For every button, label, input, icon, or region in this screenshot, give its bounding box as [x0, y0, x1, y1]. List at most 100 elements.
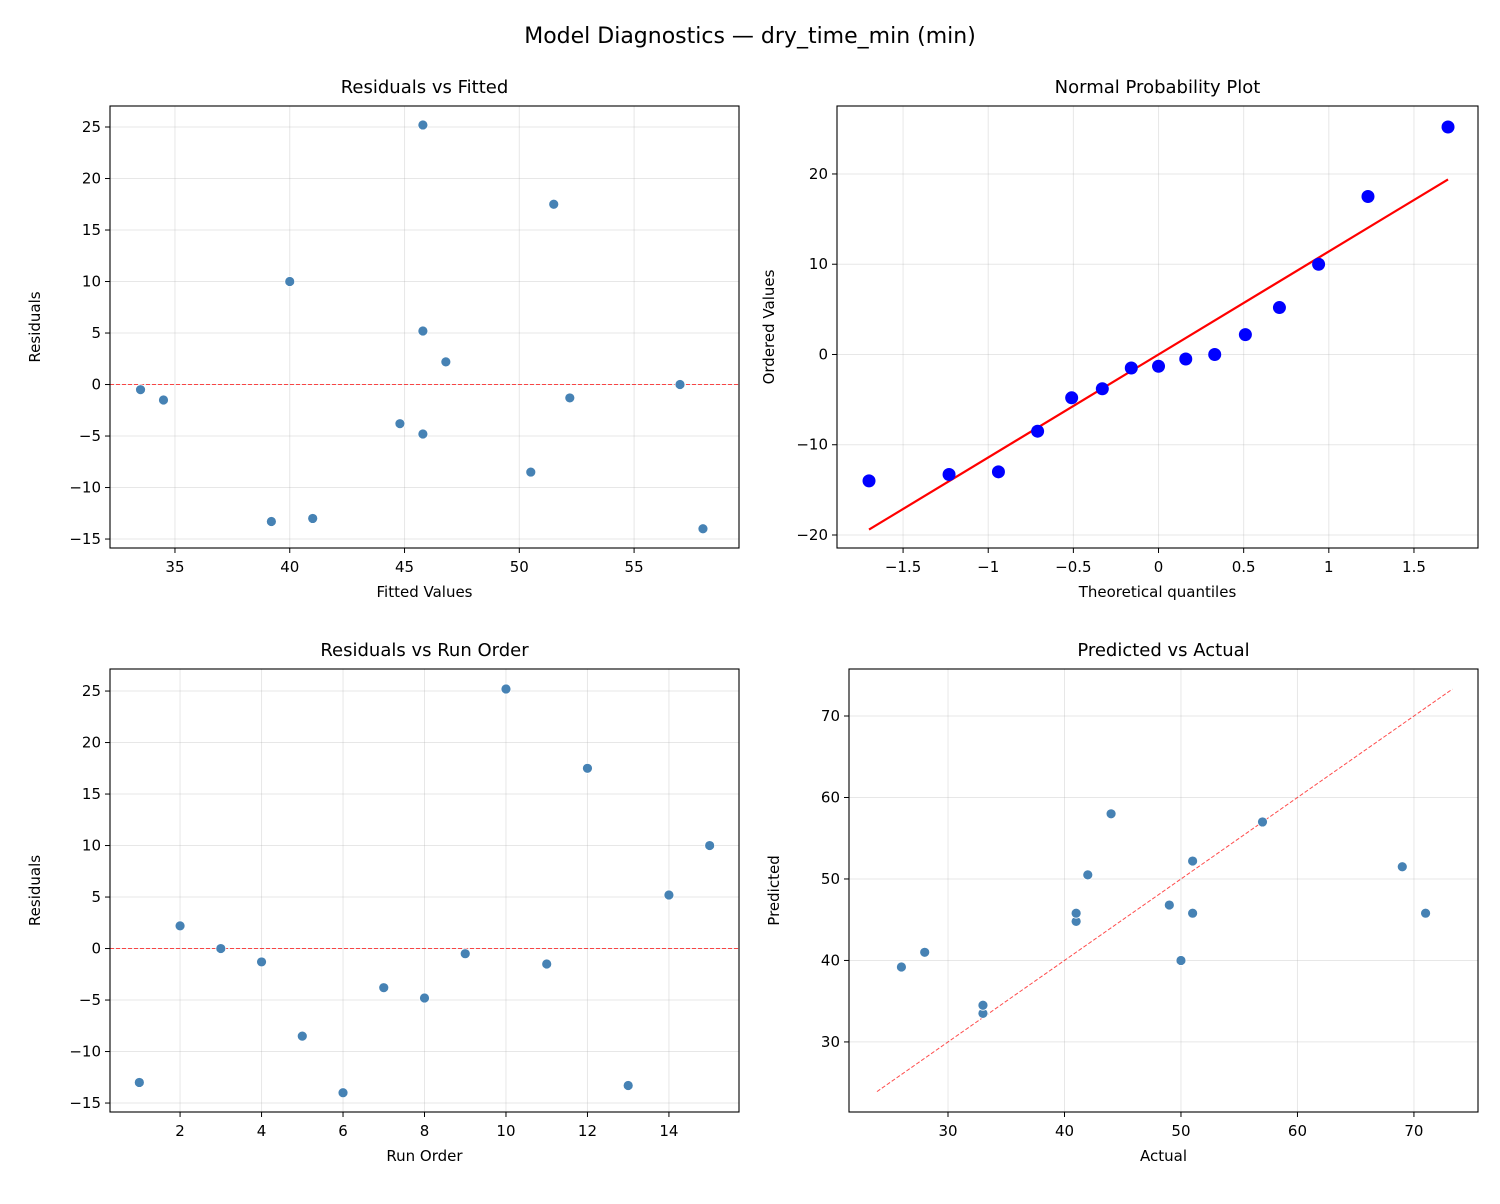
- identity-reference-line: [876, 688, 1453, 1093]
- data-point: [256, 956, 267, 968]
- data-point: [500, 683, 512, 695]
- x-tick-label: 10: [496, 1122, 515, 1140]
- data-point: [1179, 352, 1193, 366]
- y-tick-label: −5: [79, 991, 101, 1009]
- y-tick-label: 60: [821, 788, 840, 806]
- y-tick-label: 10: [809, 255, 828, 273]
- data-point: [1312, 257, 1326, 271]
- data-point: [1070, 907, 1082, 919]
- y-tick-label: 30: [821, 1033, 840, 1051]
- data-point: [337, 1087, 349, 1099]
- subplot-3: 2 4 6 8 10 12 14 −15 −10 −5 0 5 10 15 20 25 Residuals vs…: [26, 640, 740, 1165]
- axes-frame: [848, 668, 1479, 1113]
- data-point: [265, 516, 277, 527]
- subplot-4: 30 40 50 60 70 30 40 50 60 70 Predicted vs Actual A…: [765, 640, 1479, 1165]
- data-point: [378, 982, 390, 994]
- y-tick-label: −15: [69, 530, 101, 548]
- x-axis-label: Run Order: [386, 1147, 463, 1165]
- y-axis-label: Predicted: [765, 855, 783, 925]
- y-tick-label: −15: [69, 1094, 101, 1112]
- data-point: [1238, 328, 1252, 342]
- axes-frame: [109, 105, 740, 549]
- x-axis-label: Fitted Values: [377, 583, 473, 601]
- data-point: [919, 946, 931, 958]
- subplot-2: −1.5 −1 −0.5 0 0.5 1 1.5 −20 −10 0 10 20 Normal Prob…: [760, 77, 1479, 601]
- data-point: [541, 958, 553, 970]
- data-point: [419, 992, 430, 1004]
- y-tick-label: 15: [82, 785, 101, 803]
- y-tick-label: 20: [82, 170, 101, 188]
- y-tick-label: 70: [821, 707, 840, 725]
- y-tick-label: 50: [821, 870, 840, 888]
- x-tick-label: 8: [420, 1122, 430, 1140]
- data-point: [1105, 808, 1117, 820]
- data-point: [564, 392, 576, 404]
- x-tick-label: −1.5: [885, 558, 921, 576]
- data-point: [1095, 382, 1109, 396]
- x-tick-label: 12: [578, 1122, 597, 1140]
- y-tick-label: 25: [82, 118, 101, 136]
- x-tick-label: 1.5: [1402, 558, 1426, 576]
- suptitle: Model Diagnostics — dry_time_min (min): [524, 24, 976, 49]
- data-point: [459, 948, 471, 960]
- x-tick-label: 6: [338, 1122, 348, 1140]
- data-point: [215, 943, 227, 954]
- y-tick-label: 0: [818, 345, 828, 363]
- data-point: [991, 465, 1005, 479]
- data-point: [133, 1077, 145, 1088]
- y-tick-label: 5: [91, 888, 101, 906]
- subplot-title: Residuals vs Run Order: [320, 640, 529, 661]
- x-tick-label: −0.5: [1055, 558, 1091, 576]
- subplot-title: Residuals vs Fitted: [341, 77, 509, 98]
- data-point: [942, 468, 956, 482]
- subplot-title: Predicted vs Actual: [1077, 640, 1249, 661]
- data-point: [1257, 816, 1268, 828]
- data-point: [1420, 907, 1431, 919]
- y-tick-label: 40: [821, 951, 840, 969]
- data-point: [174, 920, 186, 932]
- x-tick-label: 4: [257, 1122, 267, 1140]
- x-tick-label: 1: [1324, 558, 1334, 576]
- y-tick-label: −10: [796, 436, 828, 454]
- x-tick-label: 35: [165, 558, 184, 576]
- x-tick-label: 60: [1288, 1122, 1307, 1140]
- y-tick-label: −10: [69, 479, 101, 497]
- data-point: [525, 466, 537, 478]
- data-point: [1031, 424, 1045, 438]
- data-point: [1272, 301, 1286, 315]
- y-tick-label: 10: [82, 273, 101, 291]
- data-point: [704, 840, 716, 851]
- y-tick-label: 15: [82, 221, 101, 239]
- axes-frame: [836, 105, 1479, 549]
- x-tick-label: 50: [510, 558, 529, 576]
- data-point: [548, 198, 560, 210]
- subplot-title: Normal Probability Plot: [1055, 77, 1261, 98]
- data-point: [135, 384, 146, 396]
- subplot-1: 35 40 45 50 55 −15 −10 −5 0 5 10 15 20 25 Residuals vs…: [26, 77, 740, 601]
- data-point: [417, 325, 429, 337]
- data-point: [977, 999, 989, 1011]
- data-point: [896, 961, 907, 973]
- y-tick-label: 25: [82, 682, 101, 700]
- data-point: [1082, 869, 1094, 881]
- x-axis-label: Actual: [1140, 1147, 1187, 1165]
- x-tick-label: 0.5: [1232, 558, 1256, 576]
- x-tick-label: 45: [395, 558, 414, 576]
- data-point: [1124, 361, 1138, 375]
- y-tick-label: −20: [796, 526, 828, 544]
- fit-line: [868, 178, 1449, 531]
- data-point: [1361, 190, 1375, 204]
- x-tick-label: 70: [1404, 1122, 1423, 1140]
- x-tick-label: 30: [938, 1122, 957, 1140]
- data-point: [622, 1080, 634, 1091]
- data-point: [417, 428, 429, 440]
- x-axis-label: Theoretical quantiles: [1078, 583, 1237, 601]
- data-point: [1396, 861, 1408, 873]
- y-axis-label: Ordered Values: [760, 269, 778, 384]
- x-tick-label: −1: [977, 558, 999, 576]
- data-point: [1187, 855, 1199, 867]
- data-point: [394, 418, 406, 430]
- y-tick-label: 20: [82, 734, 101, 752]
